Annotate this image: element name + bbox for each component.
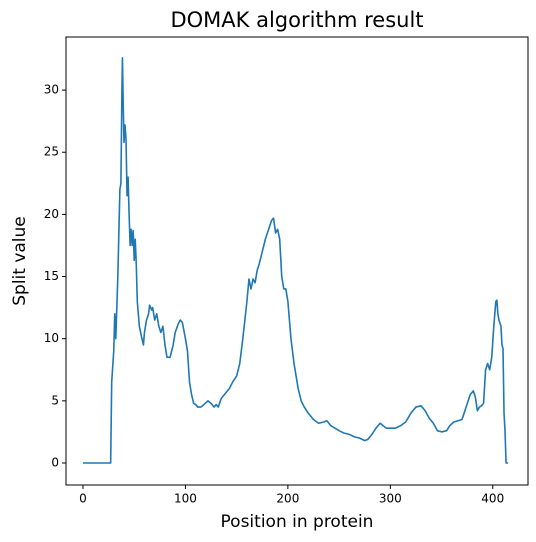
- x-tick-label: 400: [481, 492, 504, 506]
- x-tick-label: 100: [174, 492, 197, 506]
- x-axis-label: Position in protein: [221, 512, 374, 532]
- data-line: [83, 56, 509, 464]
- y-tick-label: 25: [44, 145, 59, 159]
- x-tick-label: 200: [276, 492, 299, 506]
- y-tick-label: 10: [44, 331, 59, 345]
- y-axis-label: Split value: [10, 216, 30, 306]
- y-tick-label: 20: [44, 207, 59, 221]
- y-tick-label: 30: [44, 83, 59, 97]
- x-tick-label: 0: [79, 492, 87, 506]
- axes-frame: [65, 36, 529, 486]
- y-tick-label: 15: [44, 269, 59, 283]
- x-tick-label: 300: [379, 492, 402, 506]
- y-tick-label: 0: [51, 455, 59, 469]
- chart-title: DOMAK algorithm result: [170, 8, 423, 32]
- y-tick-label: 5: [51, 393, 59, 407]
